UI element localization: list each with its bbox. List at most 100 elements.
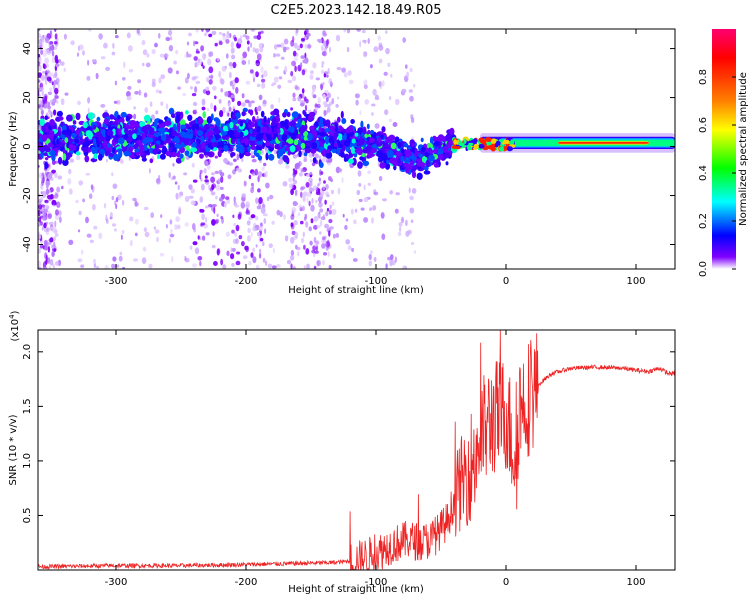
spectrogram-band-point: [82, 142, 87, 149]
spectrogram-noise-point: [270, 104, 274, 109]
spectrogram-noise-point: [290, 70, 294, 77]
spectrogram-band-point: [343, 132, 347, 141]
spectrogram-noise-point: [321, 51, 326, 56]
spectrogram-noise-point: [138, 89, 141, 96]
snr-xtick-label: -300: [105, 577, 128, 588]
spectrogram-noise-point: [106, 218, 109, 224]
spectrogram-noise-point: [319, 231, 322, 235]
spectrogram-noise-point: [222, 32, 226, 37]
spectrogram-noise-point: [275, 264, 281, 268]
spectrogram-noise-point: [410, 219, 414, 223]
spectrogram-band-point: [93, 138, 97, 146]
spectrogram-noise-point: [371, 103, 376, 107]
spectrogram-noise-point: [309, 171, 312, 175]
spectrogram-noise-point: [261, 204, 266, 209]
spectrogram-band-point: [360, 120, 364, 129]
spectrogram-noise-point: [111, 195, 115, 201]
snr-xtick-label: -200: [235, 577, 258, 588]
spectrogram-noise-point: [178, 208, 182, 215]
spectrogram-noise-point: [320, 83, 323, 91]
spectrogram-noise-point: [248, 101, 252, 108]
spectrogram-band-point: [222, 125, 228, 132]
spectrogram-band-point: [128, 136, 132, 143]
spectrogram-noise-point: [154, 229, 160, 234]
spectrogram-noise-point: [295, 30, 298, 36]
spectrogram-noise-point: [111, 223, 117, 227]
spectrogram-noise-point: [358, 198, 363, 203]
spectrogram-band-point: [319, 132, 326, 137]
spectrogram-band-point: [184, 140, 190, 146]
spectrogram-noise-point: [168, 29, 173, 36]
spectrogram-noise-point: [143, 227, 148, 233]
spectrogram-noise-point: [51, 225, 57, 231]
spectrogram-noise-point: [51, 50, 55, 57]
spectrogram-band-point: [219, 140, 224, 148]
spectrogram-band-point: [160, 133, 167, 141]
spectrogram-band-point: [210, 113, 214, 121]
spectrogram-noise-point: [290, 249, 295, 256]
spectrogram-noise-point: [165, 224, 168, 229]
spectrogram-band-point: [437, 134, 445, 142]
spectrogram-noise-point: [261, 166, 265, 171]
spectrogram-noise-point: [59, 61, 65, 66]
spectrogram-noise-point: [206, 76, 209, 83]
spectrogram-noise-point: [363, 84, 368, 90]
spectrogram-noise-point: [235, 167, 241, 171]
spectrogram-band-point: [445, 161, 449, 166]
spectrogram-noise-point: [165, 36, 171, 42]
spectrogram-noise-point: [172, 175, 176, 180]
spectrogram-noise-point: [255, 111, 259, 116]
spectrogram-noise-point: [254, 215, 259, 221]
spectrogram-noise-point: [45, 188, 50, 196]
spectrogram-noise-point: [40, 74, 46, 82]
spectrogram-noise-point: [230, 247, 233, 253]
spectrogram-noise-point: [52, 265, 56, 269]
spectrogram-x-label: Height of straight line (km): [288, 285, 424, 296]
spectrogram-band-point: [190, 124, 196, 131]
spectrogram-noise-point: [148, 263, 153, 269]
spectrogram-noise-point: [47, 211, 51, 215]
spectrogram-ytick-label: 20: [22, 91, 33, 104]
spectrogram-noise-point: [220, 215, 223, 220]
spectrogram-noise-point: [328, 209, 332, 215]
spectrogram-noise-point: [127, 85, 132, 90]
spectrogram-noise-point: [42, 216, 46, 221]
spectrogram-noise-point: [410, 242, 415, 245]
spectrogram-band-point: [126, 151, 132, 157]
spectrogram-band-point: [364, 133, 368, 138]
spectrogram-noise-point: [238, 235, 243, 240]
spectrogram-noise-point: [343, 72, 348, 78]
spectrogram-noise-point: [172, 163, 175, 167]
spectrogram-noise-point: [305, 221, 309, 228]
spectrogram-band-point: [229, 147, 233, 152]
spectrogram-noise-point: [156, 178, 161, 185]
spectrogram-noise-point: [323, 252, 327, 256]
spectrogram-noise-point: [305, 248, 310, 255]
spectrogram-noise-point: [215, 219, 219, 225]
spectrogram-noise-point: [299, 161, 303, 166]
spectrogram-noise-point: [362, 29, 366, 34]
spectrogram-noise-point: [123, 61, 126, 69]
spectrogram-noise-point: [261, 82, 266, 89]
spectrogram-noise-point: [213, 105, 217, 112]
spectrogram-band-point: [370, 148, 377, 154]
spectrogram-noise-point: [312, 62, 317, 69]
spectrogram-band-point: [39, 118, 45, 126]
spectrogram-noise-point: [350, 208, 354, 215]
spectrogram-band-point: [190, 147, 198, 153]
spectrogram-noise-point: [205, 232, 210, 236]
spectrogram-noise-point: [141, 39, 146, 46]
spectrogram-band-point: [421, 146, 426, 153]
spectrogram-noise-point: [262, 241, 265, 247]
spectrogram-noise-point: [321, 69, 324, 74]
spectrogram-noise-point: [190, 188, 195, 194]
spectrogram-noise-point: [380, 212, 385, 219]
spectrogram-noise-point: [326, 194, 330, 198]
spectrogram-noise-point: [306, 32, 311, 37]
spectrogram-noise-point: [55, 63, 60, 68]
spectrogram-noise-point: [136, 29, 140, 34]
spectrogram-noise-point: [214, 95, 217, 100]
spectrogram-band-point: [438, 148, 444, 155]
spectrogram-band-point: [362, 148, 369, 154]
